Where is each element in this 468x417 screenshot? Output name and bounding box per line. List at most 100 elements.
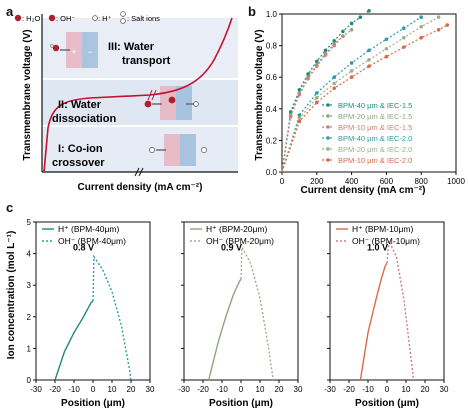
legend-entry: OH⁻ (BPM-20μm) bbox=[206, 236, 274, 246]
region-iii-label-1: III: Water bbox=[108, 41, 155, 53]
y-tick-label: 4 bbox=[27, 250, 32, 259]
panel-a-ylabel: Transmembrane voltage (V) bbox=[22, 29, 33, 160]
panel-b-xlabel: Current density (mA cm⁻²) bbox=[301, 185, 426, 196]
data-point bbox=[315, 91, 319, 95]
data-point bbox=[445, 23, 450, 27]
panel-a-iv-curve bbox=[43, 17, 233, 173]
membrane-sketch-ii bbox=[144, 86, 199, 120]
data-point bbox=[384, 54, 389, 59]
legend-marker bbox=[326, 147, 330, 151]
legend-marker bbox=[326, 103, 330, 107]
series-line bbox=[281, 24, 448, 173]
legend-marker bbox=[326, 158, 330, 162]
legend-marker bbox=[326, 114, 330, 118]
x-tick-label: -10 bbox=[362, 385, 374, 394]
legend-entry: BPM-20 μm & IEC-2.0 bbox=[338, 145, 412, 154]
panel-a-schematic: + − : H₂O : OH⁻ : H⁺ : Salt ions III: Wa… bbox=[14, 11, 238, 193]
data-point bbox=[419, 35, 423, 40]
y-tick-label: 0 bbox=[27, 376, 32, 385]
x-tick-label: 0 bbox=[91, 385, 96, 394]
data-point bbox=[402, 35, 406, 40]
data-point bbox=[402, 45, 406, 49]
panel-b-frame bbox=[281, 13, 457, 173]
data-point bbox=[315, 95, 319, 100]
legend-entry: BPM-10 μm & IEC-2.0 bbox=[338, 156, 412, 165]
legend-entry: BPM-10 μm & IEC-1.5 bbox=[338, 123, 412, 132]
x-tick-label: -20 bbox=[343, 385, 355, 394]
data-point bbox=[436, 15, 441, 19]
data-point bbox=[349, 21, 354, 26]
voltage-annotation: 1.0 V bbox=[367, 242, 388, 252]
panel-a-axis-break-2 bbox=[138, 167, 144, 177]
region-i-label-2: crossover bbox=[52, 157, 105, 169]
x-tick-label: 10 bbox=[256, 385, 265, 394]
region-iii-label-2: transport bbox=[122, 55, 171, 67]
water-molecule-icon bbox=[14, 14, 22, 22]
panel-a-curve-break-2 bbox=[151, 89, 157, 101]
y-tick-label: 0.2 bbox=[266, 136, 278, 145]
x-tick-label: 0 bbox=[385, 385, 390, 394]
legend-entry: OH⁻ (BPM-40μm) bbox=[58, 236, 126, 246]
x-tick-label: 0 bbox=[239, 385, 244, 394]
series-line bbox=[281, 10, 370, 173]
legend-h2o: : H₂O bbox=[22, 14, 40, 23]
legend-entry: BPM-40 μm & IEC-2.0 bbox=[338, 134, 412, 143]
panel-b-ylabel: Transmembrane voltage (V) bbox=[254, 29, 265, 160]
x-tick-label: 10 bbox=[402, 385, 411, 394]
region-ii-label-1: II: Water bbox=[58, 99, 102, 111]
panel-a-axis-break-1 bbox=[134, 167, 140, 177]
concentration-curve bbox=[208, 278, 242, 381]
x-tick-label: 600 bbox=[380, 177, 394, 186]
y-tick-label: 2 bbox=[27, 313, 32, 322]
panel-c-xlabel: Position (μm) bbox=[209, 398, 273, 409]
salt-ion-icon bbox=[120, 11, 126, 17]
data-point bbox=[358, 15, 363, 19]
x-tick-label: 20 bbox=[127, 385, 136, 394]
y-tick-label: 0.0 bbox=[266, 168, 278, 177]
svg-text:−: − bbox=[87, 47, 92, 57]
data-point bbox=[419, 15, 423, 19]
y-tick-label: 0.4 bbox=[266, 105, 278, 114]
voltage-annotation: 0.9 V bbox=[221, 242, 242, 252]
y-tick-label: 0.8 bbox=[266, 42, 278, 51]
concentration-curve bbox=[386, 238, 415, 381]
data-point bbox=[297, 119, 302, 124]
y-tick-label: 0.6 bbox=[266, 73, 278, 82]
legend-oh: : OH⁻ bbox=[56, 14, 75, 23]
data-point bbox=[341, 29, 345, 34]
data-point bbox=[332, 75, 336, 79]
hydroxide-icon bbox=[48, 14, 56, 22]
x-tick-label: 30 bbox=[294, 385, 303, 394]
data-point bbox=[349, 28, 354, 32]
data-point bbox=[384, 46, 389, 51]
legend-salt: : Salt ions bbox=[127, 14, 160, 23]
panel-b-chart: 0 200 400 600 800 1000 0.0 0.2 0.4 0.6 0.8 1.0 BPM-4… bbox=[254, 9, 465, 196]
legend-h: : H⁺ bbox=[98, 14, 112, 23]
panel-c-xlabel: Position (μm) bbox=[355, 398, 419, 409]
x-tick-label: 800 bbox=[415, 177, 429, 186]
x-tick-label: -30 bbox=[324, 385, 336, 394]
data-point bbox=[288, 114, 293, 119]
concentration-curve bbox=[92, 254, 132, 381]
data-point bbox=[384, 37, 389, 42]
data-point bbox=[367, 58, 371, 62]
membrane-sketch-iii: + − bbox=[50, 32, 98, 68]
data-point bbox=[349, 69, 354, 73]
y-tick-label: 1.0 bbox=[266, 10, 278, 19]
membrane-sketch-i bbox=[149, 134, 207, 166]
data-point bbox=[297, 92, 302, 97]
legend-marker bbox=[326, 136, 330, 140]
data-point bbox=[323, 53, 328, 57]
concentration-curve bbox=[359, 262, 388, 381]
panel-label-c: c bbox=[6, 200, 14, 215]
panel-a-xlabel: Current density (mA cm⁻²) bbox=[78, 182, 203, 193]
data-point bbox=[349, 61, 354, 65]
x-tick-label: 200 bbox=[310, 177, 324, 186]
data-point bbox=[367, 9, 371, 13]
salt-ion-icon-2 bbox=[120, 18, 126, 24]
data-point bbox=[332, 81, 336, 86]
data-point bbox=[332, 43, 336, 48]
x-tick-label: -20 bbox=[197, 385, 209, 394]
panel-c-charts: -30 -20 -10 0 10 20 30 0 1 2 3 4 5 Position (μm) 0.8 V… bbox=[6, 218, 449, 409]
data-point bbox=[436, 28, 441, 32]
